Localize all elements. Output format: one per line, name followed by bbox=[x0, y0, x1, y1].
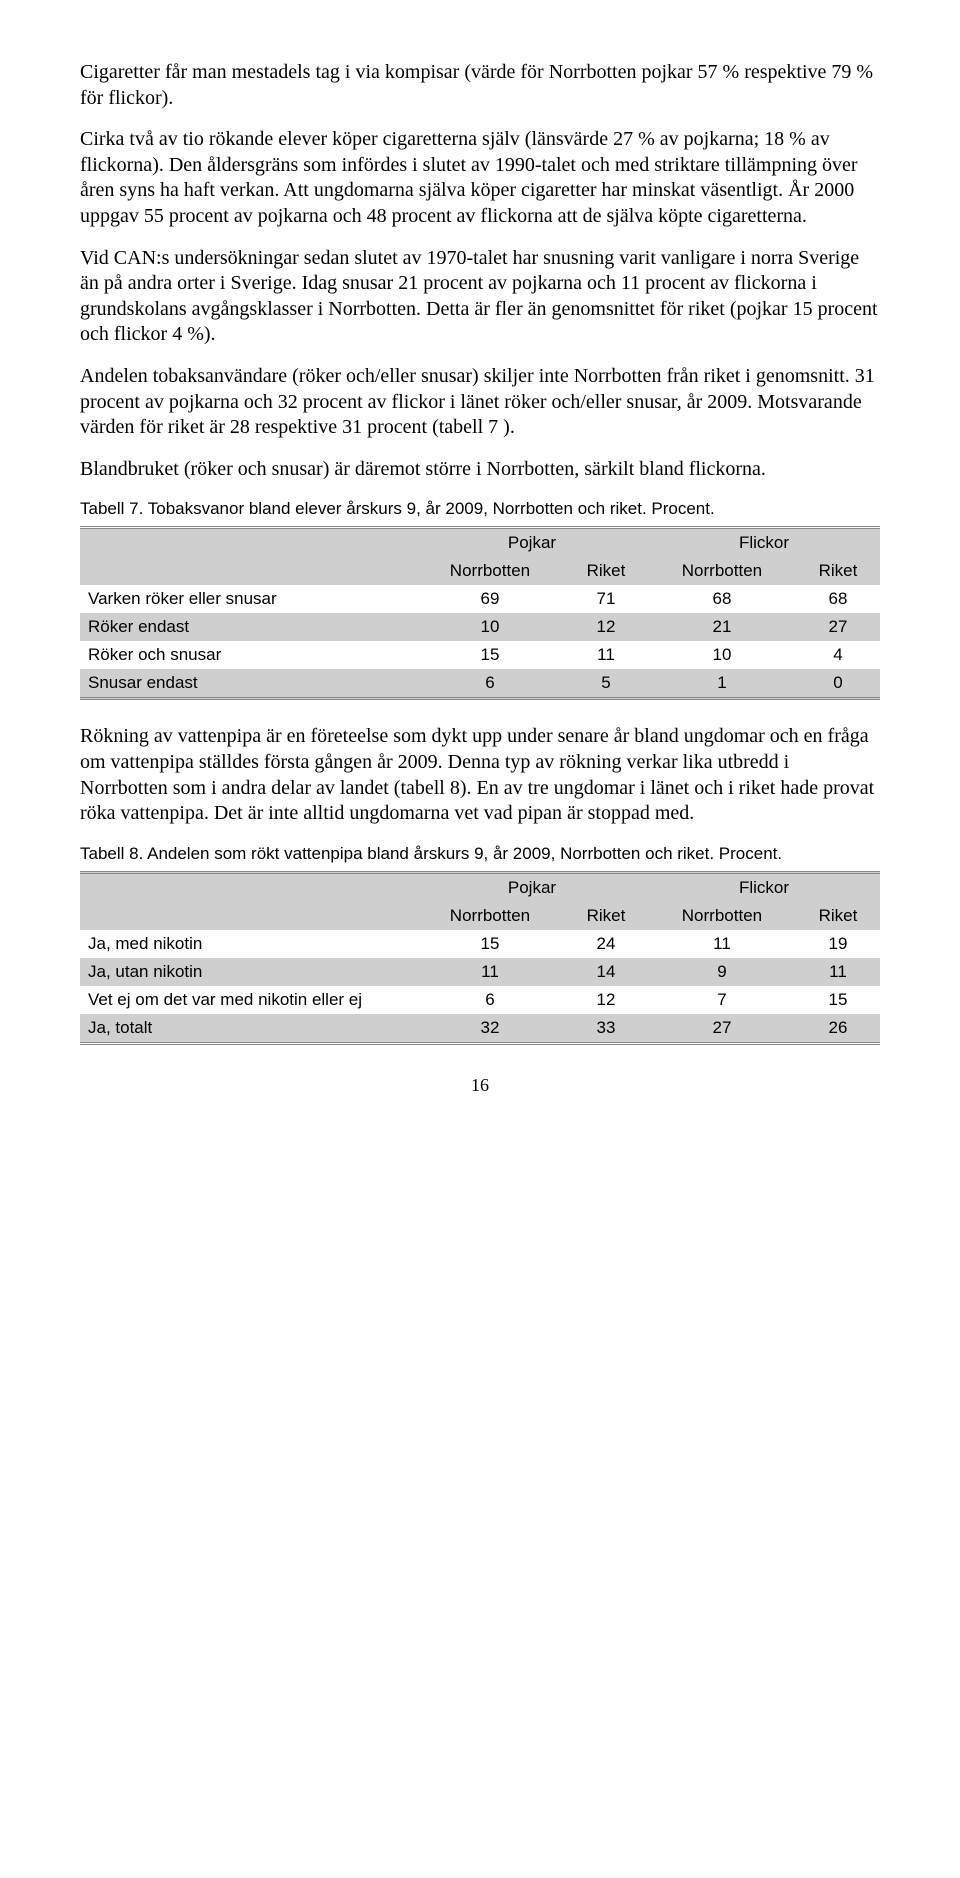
table8-body: Ja, med nikotin15241119Ja, utan nikotin1… bbox=[80, 930, 880, 1044]
table8-sub-header: Norrbotten bbox=[416, 902, 564, 930]
table7: Pojkar Flickor Norrbotten Riket Norrbott… bbox=[80, 526, 880, 700]
table8-cell: 12 bbox=[564, 986, 648, 1014]
table8-blank-header bbox=[80, 902, 416, 930]
table8-cell: 27 bbox=[648, 1014, 796, 1044]
table8-cell: 11 bbox=[796, 958, 880, 986]
table7-cell: 68 bbox=[648, 585, 796, 613]
table7-group-header-row: Pojkar Flickor bbox=[80, 528, 880, 558]
table7-row: Varken röker eller snusar69716868 bbox=[80, 585, 880, 613]
table8-cell: 19 bbox=[796, 930, 880, 958]
table8-cell: 33 bbox=[564, 1014, 648, 1044]
table8-blank-header bbox=[80, 872, 416, 902]
table8-row-label: Ja, utan nikotin bbox=[80, 958, 416, 986]
table7-blank-header bbox=[80, 557, 416, 585]
table8-row: Ja, utan nikotin1114911 bbox=[80, 958, 880, 986]
page-number: 16 bbox=[80, 1075, 880, 1096]
table7-cell: 0 bbox=[796, 669, 880, 699]
table7-sub-header: Riket bbox=[564, 557, 648, 585]
body-paragraph: Blandbruket (röker och snusar) är däremo… bbox=[80, 457, 880, 483]
body-paragraph: Vid CAN:s undersökningar sedan slutet av… bbox=[80, 246, 880, 348]
table7-cell: 5 bbox=[564, 669, 648, 699]
table8-sub-header: Riket bbox=[564, 902, 648, 930]
table7-row: Röker och snusar1511104 bbox=[80, 641, 880, 669]
table8-row: Vet ej om det var med nikotin eller ej61… bbox=[80, 986, 880, 1014]
table7-row: Röker endast10122127 bbox=[80, 613, 880, 641]
body-paragraph: Rökning av vattenpipa är en företeelse s… bbox=[80, 724, 880, 826]
table7-row-label: Snusar endast bbox=[80, 669, 416, 699]
table7-sub-header: Riket bbox=[796, 557, 880, 585]
body-paragraph: Cigaretter får man mestadels tag i via k… bbox=[80, 60, 880, 111]
table8-sub-header: Riket bbox=[796, 902, 880, 930]
table7-body: Varken röker eller snusar69716868Röker e… bbox=[80, 585, 880, 699]
table8-group-header-row: Pojkar Flickor bbox=[80, 872, 880, 902]
table7-sub-header: Norrbotten bbox=[416, 557, 564, 585]
table8-cell: 6 bbox=[416, 986, 564, 1014]
table7-caption: Tabell 7. Tobaksvanor bland elever årsku… bbox=[80, 498, 880, 520]
table7-group-header: Pojkar bbox=[416, 528, 648, 558]
table7-row-label: Varken röker eller snusar bbox=[80, 585, 416, 613]
table8-group-header: Pojkar bbox=[416, 872, 648, 902]
table7-sub-header: Norrbotten bbox=[648, 557, 796, 585]
body-paragraph: Cirka två av tio rökande elever köper ci… bbox=[80, 127, 880, 229]
table7-cell: 11 bbox=[564, 641, 648, 669]
table8-cell: 11 bbox=[416, 958, 564, 986]
table8-row: Ja, totalt32332726 bbox=[80, 1014, 880, 1044]
table7-cell: 68 bbox=[796, 585, 880, 613]
table7-cell: 10 bbox=[648, 641, 796, 669]
table8-cell: 24 bbox=[564, 930, 648, 958]
table8-cell: 15 bbox=[416, 930, 564, 958]
table8-cell: 7 bbox=[648, 986, 796, 1014]
table8-row-label: Ja, totalt bbox=[80, 1014, 416, 1044]
table8-cell: 32 bbox=[416, 1014, 564, 1044]
table7-row: Snusar endast6510 bbox=[80, 669, 880, 699]
table7-cell: 27 bbox=[796, 613, 880, 641]
table8: Pojkar Flickor Norrbotten Riket Norrbott… bbox=[80, 871, 880, 1045]
table8-row-label: Vet ej om det var med nikotin eller ej bbox=[80, 986, 416, 1014]
table8-sub-header: Norrbotten bbox=[648, 902, 796, 930]
table7-row-label: Röker och snusar bbox=[80, 641, 416, 669]
body-paragraph: Andelen tobaksanvändare (röker och/eller… bbox=[80, 364, 880, 441]
table7-cell: 1 bbox=[648, 669, 796, 699]
table8-row-label: Ja, med nikotin bbox=[80, 930, 416, 958]
table7-cell: 6 bbox=[416, 669, 564, 699]
table8-group-header: Flickor bbox=[648, 872, 880, 902]
table8-row: Ja, med nikotin15241119 bbox=[80, 930, 880, 958]
table7-group-header: Flickor bbox=[648, 528, 880, 558]
table8-cell: 15 bbox=[796, 986, 880, 1014]
table7-cell: 71 bbox=[564, 585, 648, 613]
table7-cell: 4 bbox=[796, 641, 880, 669]
table7-cell: 12 bbox=[564, 613, 648, 641]
table8-cell: 26 bbox=[796, 1014, 880, 1044]
table7-cell: 10 bbox=[416, 613, 564, 641]
table7-row-label: Röker endast bbox=[80, 613, 416, 641]
table7-cell: 21 bbox=[648, 613, 796, 641]
table8-sub-header-row: Norrbotten Riket Norrbotten Riket bbox=[80, 902, 880, 930]
table8-cell: 11 bbox=[648, 930, 796, 958]
table7-cell: 15 bbox=[416, 641, 564, 669]
table7-blank-header bbox=[80, 528, 416, 558]
table8-caption: Tabell 8. Andelen som rökt vattenpipa bl… bbox=[80, 843, 880, 865]
table8-cell: 9 bbox=[648, 958, 796, 986]
table7-sub-header-row: Norrbotten Riket Norrbotten Riket bbox=[80, 557, 880, 585]
table7-cell: 69 bbox=[416, 585, 564, 613]
table8-cell: 14 bbox=[564, 958, 648, 986]
